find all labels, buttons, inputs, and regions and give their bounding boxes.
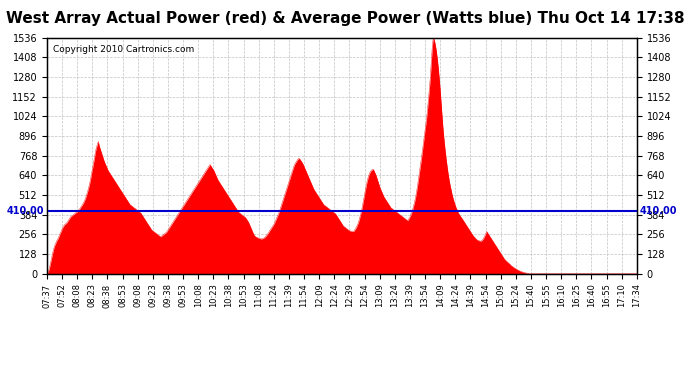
Text: 410.00: 410.00 — [640, 206, 678, 216]
Text: West Array Actual Power (red) & Average Power (Watts blue) Thu Oct 14 17:38: West Array Actual Power (red) & Average … — [6, 11, 684, 26]
Text: 410.00: 410.00 — [6, 206, 44, 216]
Text: Copyright 2010 Cartronics.com: Copyright 2010 Cartronics.com — [53, 45, 194, 54]
